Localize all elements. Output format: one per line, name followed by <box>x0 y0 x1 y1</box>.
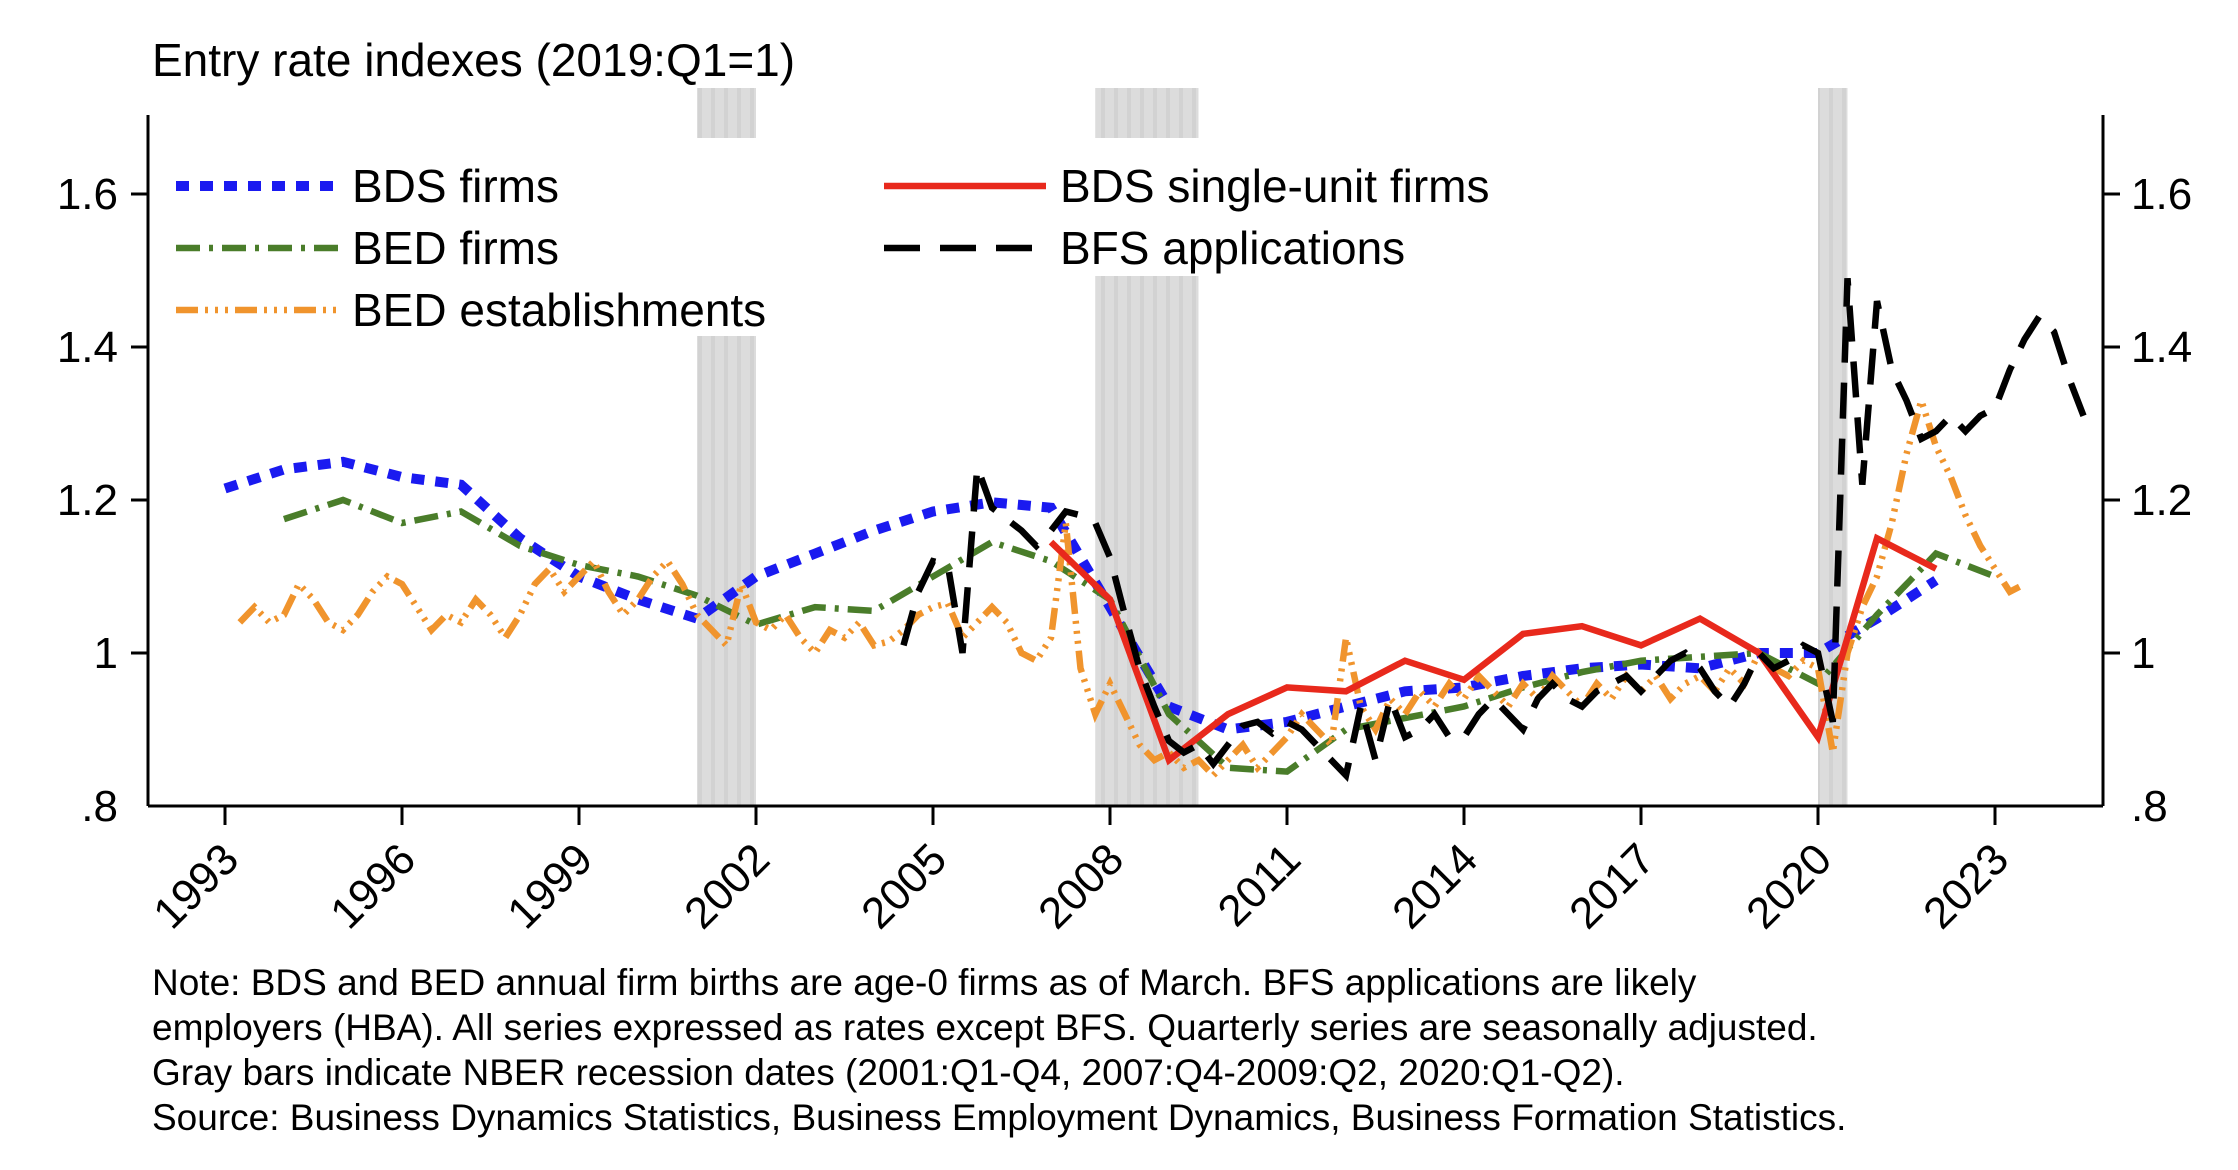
legend-background-col-2 <box>868 138 1582 276</box>
note-line-1: Note: BDS and BED annual firm births are… <box>152 962 1697 1003</box>
legend-label-bfs_applications: BFS applications <box>1060 222 1405 274</box>
note-block: Note: BDS and BED annual firm births are… <box>152 962 1846 1138</box>
y-tick-label-left-1: 1 <box>94 629 118 678</box>
x-tick-label-2002: 2002 <box>675 834 779 938</box>
note-line-2: employers (HBA). All series expressed as… <box>152 1007 1818 1048</box>
x-tick-label-2011: 2011 <box>1209 834 1311 936</box>
axes: 1.6 1.6 1.4 1.4 1.2 1.2 1 1 .8 .8 1993 1996 1999 2002… <box>57 115 2192 938</box>
data-series <box>223 277 2087 783</box>
legend: BDS firms BED firms BED establishments BDS … <box>160 138 1582 336</box>
x-tick-label-1996: 1996 <box>321 834 425 938</box>
legend-background-col-1 <box>160 138 862 336</box>
series-line-bed_establishments <box>237 389 2027 781</box>
x-tick-label-2023: 2023 <box>1914 834 2018 938</box>
legend-label-bds_single_unit_firms: BDS single-unit firms <box>1060 160 1489 212</box>
x-tick-label-1993: 1993 <box>144 834 248 938</box>
x-tick-label-2020: 2020 <box>1737 834 1841 938</box>
legend-label-bed_firms: BED firms <box>352 222 559 274</box>
chart-title: Entry rate indexes (2019:Q1=1) <box>152 34 795 86</box>
y-tick-label-right-1.4: 1.4 <box>2131 323 2192 372</box>
series-line-bfs_applications <box>900 277 2087 783</box>
x-tick-label-2005: 2005 <box>852 834 956 938</box>
note-line-4: Source: Business Dynamics Statistics, Bu… <box>152 1097 1846 1138</box>
note-line-3: Gray bars indicate NBER recession dates … <box>152 1052 1625 1093</box>
y-tick-label-left-1.2: 1.2 <box>57 476 118 525</box>
legend-label-bds_firms: BDS firms <box>352 160 559 212</box>
series-line-bds_single_unit_firms <box>1048 533 1938 766</box>
legend-label-bed_establishments: BED establishments <box>352 284 766 336</box>
series-line-bds_firms <box>223 456 1939 735</box>
x-tick-label-1999: 1999 <box>498 834 602 938</box>
y-tick-label-right-1.2: 1.2 <box>2131 476 2192 525</box>
x-tick-label-2008: 2008 <box>1029 834 1133 938</box>
y-tick-label-left-1.4: 1.4 <box>57 323 118 372</box>
x-tick-label-2014: 2014 <box>1383 834 1487 938</box>
y-tick-label-left-.8: .8 <box>81 782 118 831</box>
y-tick-label-right-1.6: 1.6 <box>2131 170 2192 219</box>
x-tick-label-2017: 2017 <box>1560 834 1664 938</box>
y-tick-label-left-1.6: 1.6 <box>57 170 118 219</box>
y-tick-label-right-1: 1 <box>2131 629 2155 678</box>
y-tick-label-right-.8: .8 <box>2131 782 2168 831</box>
